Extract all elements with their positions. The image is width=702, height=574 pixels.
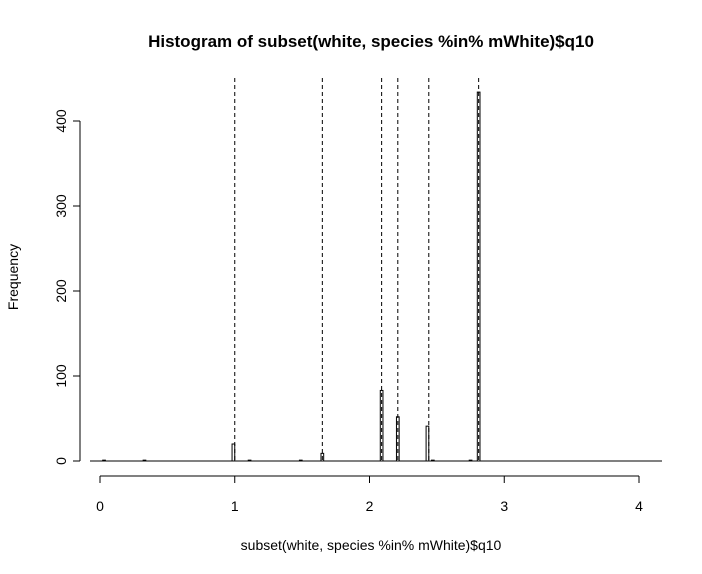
histogram-bar: [247, 459, 252, 462]
x-tick-label: 4: [635, 498, 643, 514]
histogram-bar: [320, 452, 325, 462]
histogram-bar: [102, 459, 106, 462]
y-tick-label: 0: [53, 457, 69, 465]
histogram-bar: [468, 459, 473, 462]
x-tick-label: 1: [231, 498, 239, 514]
y-tick-label: 200: [53, 279, 69, 303]
x-axis-label: subset(white, species %in% mWhite)$q10: [241, 537, 502, 553]
x-tick-label: 0: [96, 498, 104, 514]
histogram-bar: [379, 389, 384, 462]
x-tick-label: 2: [366, 498, 374, 514]
histogram-bar: [430, 459, 435, 462]
chart-title: Histogram of subset(white, species %in% …: [148, 32, 594, 51]
y-axis-label: Frequency: [5, 244, 21, 310]
x-tick-label: 3: [500, 498, 508, 514]
y-tick-label: 100: [53, 364, 69, 388]
plot-area: 0 1 2 3 4 0 100 200 300 400: [53, 78, 662, 514]
y-tick-label: 400: [53, 109, 69, 133]
histogram-bar: [298, 459, 303, 462]
histogram-bar: [142, 459, 147, 462]
y-tick-label: 300: [53, 194, 69, 218]
